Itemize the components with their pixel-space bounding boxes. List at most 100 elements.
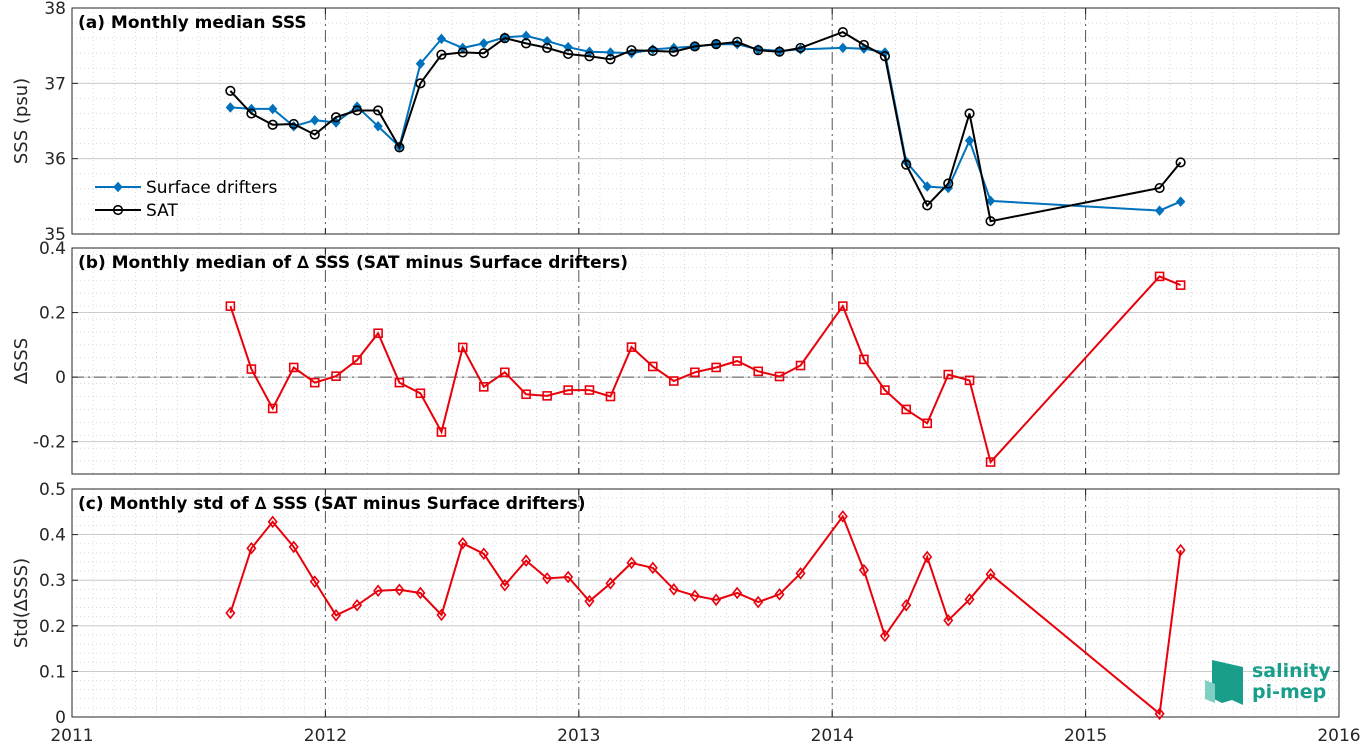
data-point — [394, 142, 405, 153]
data-point — [922, 550, 933, 564]
data-point — [267, 403, 278, 414]
legend-label: SAT — [146, 201, 178, 221]
data-point — [669, 376, 679, 386]
data-point — [964, 593, 975, 606]
sat-series — [225, 27, 1186, 227]
data-point — [394, 583, 405, 597]
data-point — [605, 577, 616, 590]
y-tick-label: 0 — [55, 368, 66, 388]
data-point — [774, 588, 785, 601]
y-tick-label: 0 — [55, 708, 66, 728]
y-tick-label: 0.2 — [39, 304, 66, 324]
x-tick-label: 2014 — [811, 726, 854, 745]
data-point — [542, 391, 552, 401]
data-point — [436, 427, 447, 437]
delta-sss-series — [225, 271, 1186, 467]
y-tick-label: 36 — [44, 150, 66, 170]
panel-title: (b) Monthly median of ∆ SSS (SAT minus S… — [78, 253, 628, 273]
data-point — [584, 51, 595, 62]
data-point — [753, 366, 764, 377]
data-point — [795, 360, 806, 371]
data-point — [922, 418, 933, 429]
axis-ticks — [71, 488, 1340, 718]
data-point — [225, 85, 236, 96]
logo-wave-shadow — [1205, 680, 1215, 703]
y-axis-label: SSS (psu) — [11, 78, 32, 164]
data-point — [668, 46, 679, 57]
axis-ticks — [71, 7, 1340, 235]
data-point — [352, 355, 362, 365]
data-point — [647, 45, 658, 57]
data-point — [879, 629, 890, 643]
y-tick-label: 37 — [44, 74, 66, 94]
data-point — [795, 567, 806, 580]
data-point — [457, 536, 468, 550]
data-point — [1175, 280, 1186, 290]
data-point — [753, 45, 764, 56]
x-tick-label: 2013 — [557, 726, 600, 745]
data-point — [542, 572, 553, 585]
y-tick-label: 0.4 — [39, 239, 66, 259]
data-point — [838, 301, 848, 311]
y-tick-label: 0.5 — [39, 480, 66, 500]
data-point — [922, 200, 933, 211]
logo-wave-shape — [1212, 660, 1243, 705]
data-point — [267, 119, 278, 130]
y-tick-label: 0.1 — [39, 662, 66, 682]
data-point — [732, 36, 743, 48]
y-tick-label: -0.2 — [33, 433, 66, 453]
y-tick-label: 0.3 — [39, 571, 66, 591]
data-point — [288, 540, 299, 554]
y-axis-label: ∆SSS — [11, 338, 32, 385]
data-point — [647, 361, 658, 372]
data-point — [457, 342, 468, 353]
data-point — [352, 598, 363, 612]
data-point — [331, 371, 341, 381]
data-point — [268, 103, 278, 115]
data-point — [288, 118, 299, 130]
data-point — [584, 385, 595, 395]
data-point — [309, 377, 320, 388]
data-point — [563, 48, 574, 60]
data-point — [711, 39, 722, 50]
data-point — [626, 556, 637, 570]
data-point — [373, 584, 384, 597]
data-point — [478, 547, 489, 561]
data-point — [373, 121, 383, 132]
data-point — [605, 54, 616, 65]
data-point — [732, 356, 742, 366]
data-point — [246, 541, 257, 555]
data-point — [774, 371, 785, 382]
data-point — [753, 595, 764, 609]
data-point — [879, 51, 891, 62]
data-point — [837, 27, 848, 38]
data-point — [584, 594, 595, 608]
data-point — [436, 608, 447, 622]
data-point — [943, 614, 954, 627]
data-point — [626, 45, 637, 56]
y-tick-label: 35 — [44, 225, 66, 245]
data-point — [520, 38, 532, 49]
data-point — [436, 33, 447, 45]
data-point — [457, 47, 468, 58]
x-tick-label: 2016 — [1317, 726, 1360, 745]
y-tick-label: 38 — [44, 0, 66, 19]
data-point — [774, 46, 785, 57]
axes-box — [71, 488, 1340, 718]
panel-title: (a) Monthly median SSS — [78, 13, 307, 33]
axis-ticks — [71, 247, 1340, 474]
data-point — [605, 391, 616, 402]
data-point — [922, 181, 932, 192]
y-axis-label: Std(∆SSS) — [11, 558, 32, 648]
data-point — [267, 515, 278, 529]
data-point — [373, 105, 384, 116]
legend-item: SAT — [95, 201, 178, 221]
data-point — [351, 105, 363, 116]
data-point — [478, 48, 489, 59]
data-point — [858, 39, 869, 51]
y-tick-label: 0.4 — [39, 526, 66, 546]
data-point — [499, 578, 510, 592]
data-point — [225, 301, 236, 311]
data-point — [521, 30, 531, 42]
data-point — [901, 404, 911, 415]
